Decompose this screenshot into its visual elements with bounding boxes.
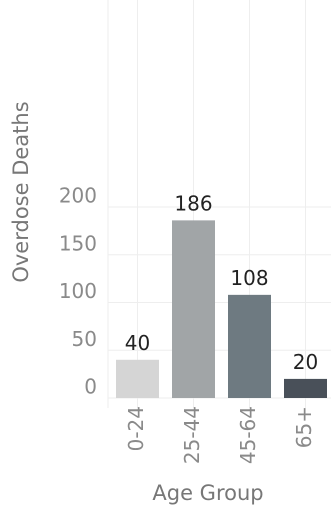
y-tick-labels: 0 50 100 150 200	[59, 184, 97, 399]
data-labels: 40 186 108 20	[125, 191, 318, 374]
gridlines	[107, 0, 331, 408]
bar-45-64	[228, 294, 271, 398]
y-tick-label: 100	[59, 279, 97, 303]
y-tick-label: 0	[84, 375, 97, 399]
data-label: 108	[230, 266, 268, 290]
x-tick-label: 45-64	[236, 406, 260, 464]
y-tick-label: 200	[59, 184, 97, 208]
y-tick-label: 50	[72, 327, 97, 351]
x-tick-label: 0-24	[124, 406, 148, 451]
bar-0-24	[116, 359, 159, 398]
data-label: 20	[293, 350, 318, 374]
bars	[116, 220, 327, 398]
y-tick-label: 150	[59, 231, 97, 255]
bar-25-44	[172, 220, 215, 398]
y-axis-title: Overdose Deaths	[9, 101, 33, 282]
data-label: 186	[174, 191, 212, 215]
x-tick-label: 25-44	[180, 406, 204, 464]
data-label: 40	[125, 331, 150, 355]
bar-65+	[284, 378, 327, 398]
x-axis-title: Age Group	[152, 481, 263, 505]
x-tick-labels: 0-24 25-44 45-64 65+	[124, 406, 316, 464]
x-tick-label: 65+	[292, 406, 316, 448]
